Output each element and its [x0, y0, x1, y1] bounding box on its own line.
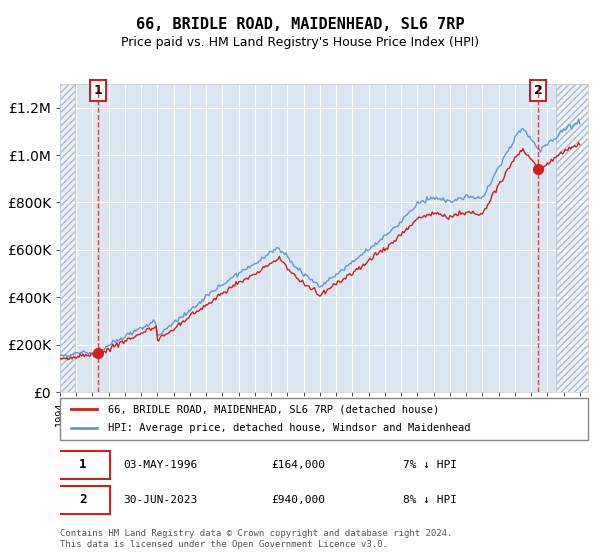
Text: 30-JUN-2023: 30-JUN-2023	[124, 495, 197, 505]
Text: 1: 1	[79, 458, 86, 472]
Text: 7% ↓ HPI: 7% ↓ HPI	[403, 460, 457, 470]
Bar	[60, 84, 74, 392]
Text: 03-MAY-1996: 03-MAY-1996	[124, 460, 197, 470]
Text: 66, BRIDLE ROAD, MAIDENHEAD, SL6 7RP (detached house): 66, BRIDLE ROAD, MAIDENHEAD, SL6 7RP (de…	[107, 404, 439, 414]
Text: Contains HM Land Registry data © Crown copyright and database right 2024.
This d: Contains HM Land Registry data © Crown c…	[60, 529, 452, 549]
Text: Price paid vs. HM Land Registry's House Price Index (HPI): Price paid vs. HM Land Registry's House …	[121, 36, 479, 49]
Text: 8% ↓ HPI: 8% ↓ HPI	[403, 495, 457, 505]
Text: HPI: Average price, detached house, Windsor and Maidenhead: HPI: Average price, detached house, Wind…	[107, 423, 470, 433]
Text: £164,000: £164,000	[271, 460, 325, 470]
Text: £940,000: £940,000	[271, 495, 325, 505]
FancyBboxPatch shape	[60, 398, 588, 440]
FancyBboxPatch shape	[55, 451, 110, 479]
Text: 2: 2	[79, 493, 86, 506]
FancyBboxPatch shape	[55, 486, 110, 514]
Text: 66, BRIDLE ROAD, MAIDENHEAD, SL6 7RP: 66, BRIDLE ROAD, MAIDENHEAD, SL6 7RP	[136, 17, 464, 32]
Text: 1: 1	[94, 84, 102, 97]
Text: 2: 2	[533, 84, 542, 97]
Bar	[556, 84, 588, 392]
